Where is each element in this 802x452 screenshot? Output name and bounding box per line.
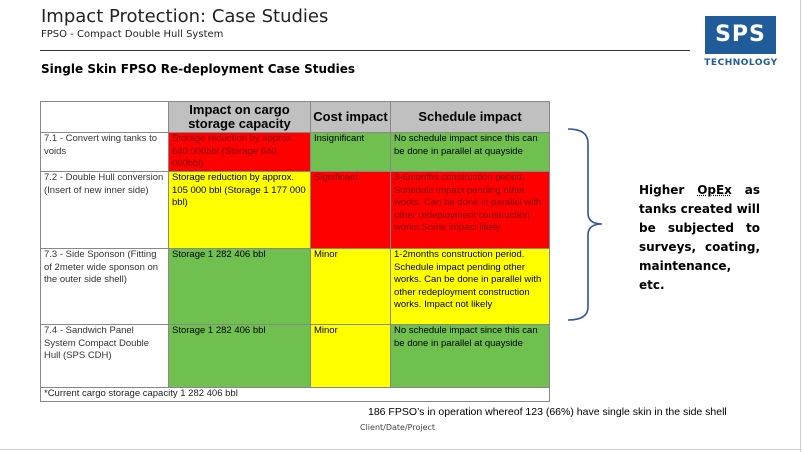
table-row: 7.1 - Convert wing tanks to voids Storag… xyxy=(40,132,550,172)
table-footnote: *Current cargo storage capacity 1 282 40… xyxy=(40,387,550,402)
table-header-cost: Cost impact xyxy=(310,101,391,133)
table-row: 7.3 - Side Sponson (Fitting of 2meter wi… xyxy=(40,248,550,325)
slide-footer: Client/Date/Project xyxy=(360,423,436,432)
capacity-cell: Storage 1 282 406 bbl xyxy=(168,324,311,388)
sps-logo: SPS xyxy=(705,16,776,54)
case-label: 7.2 - Double Hull conversion (Insert of … xyxy=(40,171,169,249)
schedule-cell: 1-2months construction period. Schedule … xyxy=(390,248,550,325)
cost-cell: Minor xyxy=(310,248,391,325)
case-label: 7.3 - Side Sponson (Fitting of 2meter wi… xyxy=(40,248,169,325)
slide-frame-bottom xyxy=(0,449,802,450)
opex-term: OpEx xyxy=(697,183,732,197)
capacity-cell: Storage reduction by approx. 640 000bbl … xyxy=(168,132,311,172)
table-header-case xyxy=(40,101,169,133)
cost-cell: Minor xyxy=(310,324,391,388)
table-row: 7.2 - Double Hull conversion (Insert of … xyxy=(40,171,550,249)
cost-cell: Insignificant xyxy=(310,132,391,172)
table-header-capacity: Impact on cargo storage capacity xyxy=(168,101,311,133)
capacity-cell: Storage reduction by approx. 105 000 bbl… xyxy=(168,171,311,249)
cost-cell: Significant xyxy=(310,171,391,249)
capacity-cell: Storage 1 282 406 bbl xyxy=(168,248,311,325)
opex-note: Higher OpEx as tanks created will be sub… xyxy=(639,183,761,292)
table-row: 7.4 - Sandwich Panel System Compact Doub… xyxy=(40,324,550,388)
page-subtitle: FPSO - Compact Double Hull System xyxy=(41,29,224,40)
section-title: Single Skin FPSO Re-deployment Case Stud… xyxy=(41,62,356,76)
slide-frame-right xyxy=(800,0,801,452)
page-title: Impact Protection: Case Studies xyxy=(41,6,329,27)
fpso-statistic-note: 186 FPSO’s in operation whereof 123 (66%… xyxy=(368,406,727,418)
sps-logo-subtext: TECHNOLOGY xyxy=(704,58,778,68)
schedule-cell: No schedule impact since this can be don… xyxy=(390,132,550,172)
header-divider xyxy=(40,50,690,51)
case-label: 7.1 - Convert wing tanks to voids xyxy=(40,132,169,172)
schedule-cell: No schedule impact since this can be don… xyxy=(390,324,550,388)
right-brace-icon xyxy=(567,128,603,321)
case-study-table: Impact on cargo storage capacity Cost im… xyxy=(40,101,550,402)
schedule-cell: 3-6months construction period. Schedule … xyxy=(390,171,550,249)
table-header-schedule: Schedule impact xyxy=(390,101,550,133)
case-label: 7.4 - Sandwich Panel System Compact Doub… xyxy=(40,324,169,388)
